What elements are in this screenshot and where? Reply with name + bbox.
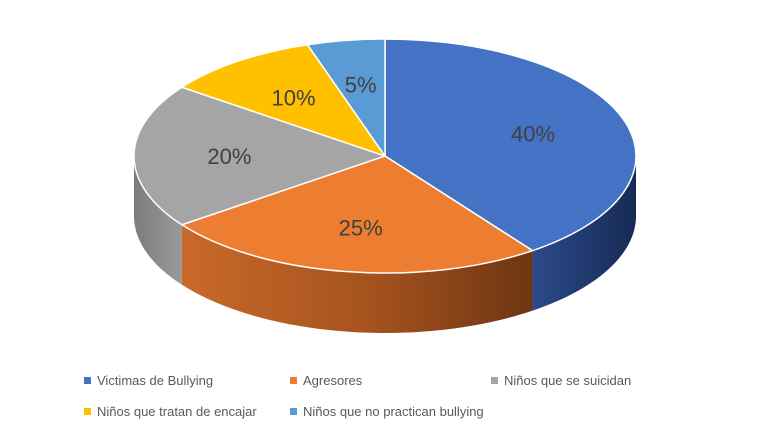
legend-label: Niños que tratan de encajar xyxy=(97,404,257,419)
slice-suicidan-side xyxy=(134,156,182,285)
legend-item-agresores: Agresores xyxy=(290,373,362,388)
slice-suicidan xyxy=(133,86,386,226)
legend-swatch xyxy=(290,377,297,384)
data-label: 20% xyxy=(207,144,251,169)
slice-victimas-side xyxy=(532,156,636,311)
legend-swatch xyxy=(491,377,498,384)
legend-swatch xyxy=(84,408,91,415)
slice-no-practican xyxy=(306,38,386,157)
legend-swatch xyxy=(290,408,297,415)
data-label: 5% xyxy=(345,72,377,97)
slice-victimas xyxy=(384,38,637,252)
legend-item-no-practican: Niños que no practican bullying xyxy=(290,404,484,419)
slice-agresores xyxy=(181,155,534,274)
legend-label: Agresores xyxy=(303,373,363,388)
data-label: 40% xyxy=(511,122,555,147)
legend-label: Victimas de Bullying xyxy=(97,373,214,388)
legend-label: Niños que no practican bullying xyxy=(303,404,484,419)
legend-item-victimas: Victimas de Bullying xyxy=(84,373,213,388)
slice-agresores-side xyxy=(181,224,533,333)
slice-encajar xyxy=(181,43,386,157)
data-label: 10% xyxy=(271,85,315,110)
legend-swatch xyxy=(84,377,91,384)
legend-item-suicidan: Niños que se suicidan xyxy=(491,373,631,388)
legend-item-encajar: Niños que tratan de encajar xyxy=(84,404,257,419)
legend-label: Niños que se suicidan xyxy=(504,373,632,388)
data-label: 25% xyxy=(339,216,383,241)
